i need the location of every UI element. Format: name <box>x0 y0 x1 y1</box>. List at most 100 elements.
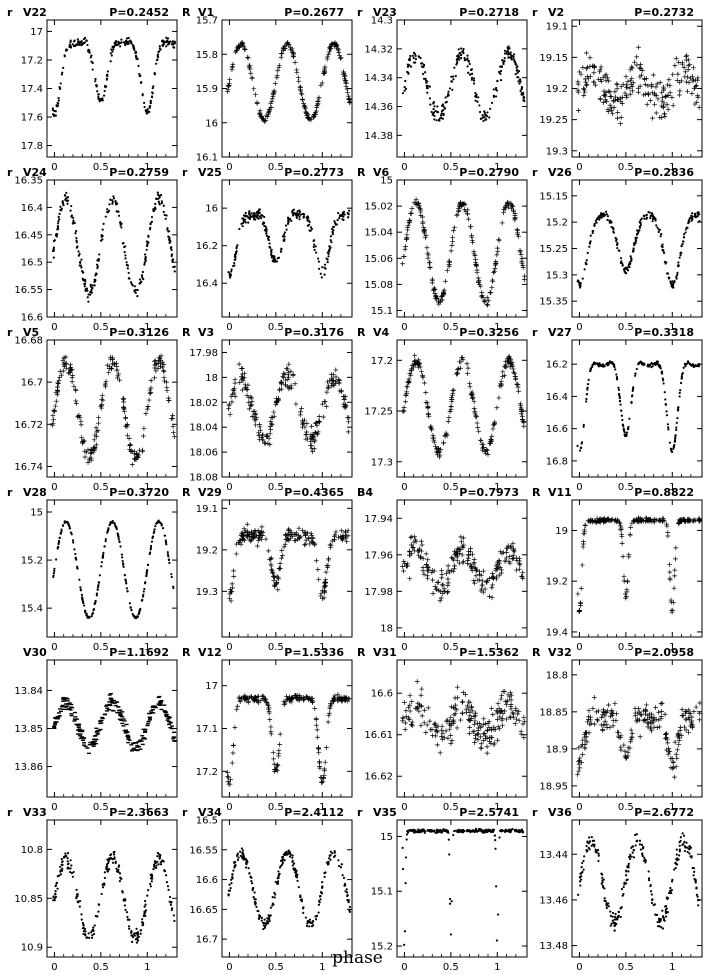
data-point <box>82 278 85 281</box>
data-point <box>103 381 108 387</box>
data-point <box>659 367 662 370</box>
data-point <box>318 267 321 270</box>
data-point <box>322 64 328 70</box>
data-point <box>146 397 152 403</box>
data-point <box>270 251 273 254</box>
data-point <box>664 523 670 529</box>
data-point <box>120 38 123 41</box>
data-point <box>259 434 264 440</box>
data-point <box>109 522 112 525</box>
data-point <box>494 86 498 90</box>
data-point <box>63 194 67 197</box>
data-point <box>304 111 309 117</box>
data-point <box>489 595 495 601</box>
data-point <box>313 243 316 246</box>
data-point <box>253 417 259 422</box>
data-point <box>170 248 173 252</box>
data-point <box>336 377 342 383</box>
data-point <box>513 53 516 56</box>
data-point <box>406 704 411 710</box>
data-point <box>587 378 590 381</box>
data-point <box>333 374 339 380</box>
x-tick-label: 1 <box>494 802 500 813</box>
data-point <box>127 443 133 449</box>
data-point <box>225 774 231 780</box>
data-point <box>160 202 164 205</box>
data-point <box>626 552 632 558</box>
data-point <box>620 409 623 412</box>
data-point <box>129 281 133 284</box>
data-point <box>343 213 346 216</box>
data-points <box>52 519 175 620</box>
data-point <box>336 218 339 222</box>
data-point <box>661 377 664 380</box>
data-point <box>606 361 609 365</box>
data-point <box>164 379 169 385</box>
data-point <box>58 86 61 89</box>
data-point <box>496 564 502 570</box>
data-point <box>125 582 128 585</box>
data-point <box>325 257 328 260</box>
data-point <box>302 542 307 548</box>
data-point <box>440 112 443 115</box>
data-point <box>84 609 87 612</box>
data-point <box>331 231 334 234</box>
data-point <box>106 529 110 532</box>
data-point <box>334 221 337 225</box>
data-point <box>89 56 92 59</box>
data-point <box>581 527 587 533</box>
data-point <box>91 287 94 290</box>
data-point <box>172 46 175 49</box>
data-point <box>57 99 60 102</box>
data-point <box>104 540 107 543</box>
data-point <box>293 537 298 543</box>
data-point <box>75 229 78 233</box>
data-point <box>599 364 602 367</box>
period-label: P=0.8822 <box>634 486 694 499</box>
x-tick-label: 0.5 <box>443 802 459 813</box>
data-point <box>672 446 675 449</box>
data-point <box>413 197 419 202</box>
data-point <box>575 89 581 95</box>
data-point <box>284 224 288 227</box>
data-point <box>432 584 438 589</box>
data-point <box>129 606 132 609</box>
data-point <box>663 94 668 100</box>
data-point <box>684 57 689 63</box>
data-point <box>83 282 86 286</box>
data-point <box>316 576 322 582</box>
data-point <box>513 567 519 573</box>
data-point <box>166 398 171 403</box>
data-point <box>596 362 599 365</box>
data-point <box>172 586 175 590</box>
data-point <box>143 587 146 591</box>
data-point <box>636 44 641 50</box>
data-point <box>440 104 444 107</box>
y-tick-label: 17.6 <box>21 113 43 124</box>
data-point <box>685 226 688 229</box>
data-point <box>255 543 260 549</box>
data-point <box>575 591 581 597</box>
data-point <box>327 255 330 258</box>
data-point <box>59 532 62 535</box>
data-point <box>154 361 159 367</box>
data-point <box>676 265 680 268</box>
data-point <box>277 731 283 737</box>
data-point <box>143 105 146 109</box>
data-point <box>472 82 476 85</box>
data-point <box>672 447 675 450</box>
data-point <box>81 270 84 273</box>
data-point <box>429 103 432 106</box>
y-tick-label: 15.8 <box>196 50 218 61</box>
data-point <box>505 50 509 53</box>
data-point <box>597 69 603 75</box>
data-point <box>480 578 485 584</box>
data-point <box>312 245 315 248</box>
x-tick-label: 0 <box>226 162 232 173</box>
data-point <box>684 79 689 85</box>
data-point <box>694 364 697 368</box>
data-point <box>412 51 416 54</box>
data-point <box>248 217 251 221</box>
data-point <box>438 119 441 122</box>
data-point <box>603 214 606 217</box>
